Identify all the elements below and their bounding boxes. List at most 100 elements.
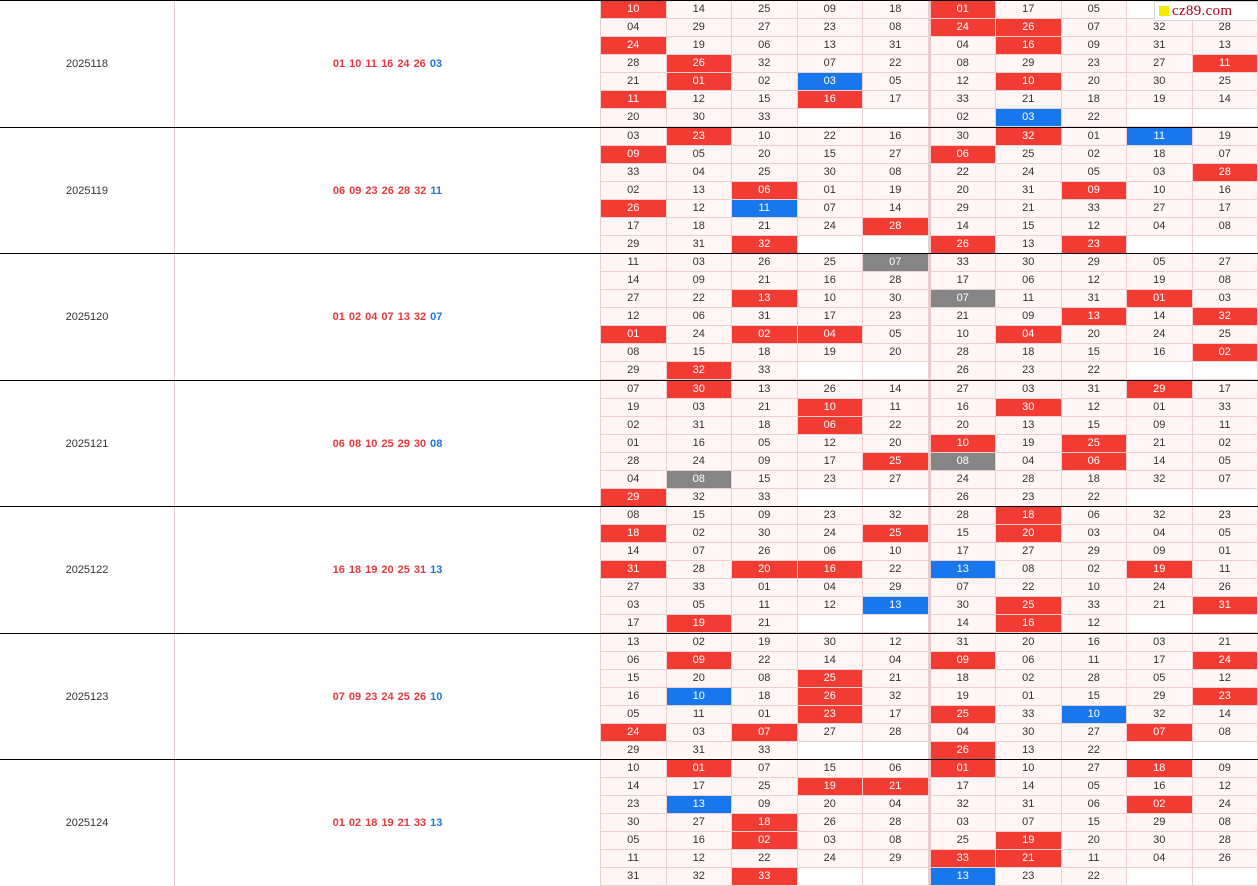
blue-ball-number: 08 [430,438,442,450]
grid-cell: 01 [732,579,798,597]
grid-cell: 08 [667,471,733,489]
grid-cell: 29 [1062,543,1128,561]
grid-cell: 26 [798,688,864,706]
red-ball-number: 25 [381,438,393,450]
grid-cell: 12 [863,634,929,652]
grid-cell: 31 [667,417,733,435]
grid-cell: 09 [1127,543,1193,561]
grid-cell: 13 [931,868,997,886]
grid-cell: 07 [1062,19,1128,37]
grid-cell: 32 [1127,507,1193,525]
grid-cell [863,236,929,254]
grid-cell [798,742,864,760]
grid-cell: 16 [667,832,733,850]
grid-cell: 17 [1127,652,1193,670]
red-ball-number: 20 [381,564,393,576]
grid-cell: 01 [732,706,798,724]
grid-cell: 27 [601,579,667,597]
grid-cell: 03 [601,597,667,615]
grid-cell: 26 [732,543,798,561]
grid-cell: 18 [732,344,798,362]
grid-cell: 26 [798,381,864,399]
grid-cell: 29 [1062,254,1128,272]
grid-cell [1193,489,1258,507]
grid-cell: 22 [667,290,733,308]
grid-cell: 25 [931,706,997,724]
grid-cell: 19 [601,399,667,417]
grid-cell: 32 [732,55,798,73]
grid-cell: 17 [667,778,733,796]
grid-cell: 08 [931,55,997,73]
grid-cell: 28 [863,814,929,832]
grid-cell: 28 [1193,832,1258,850]
grid-cell: 25 [798,670,864,688]
grid-cell: 31 [601,868,667,886]
issue-number: 2025124 [0,760,175,886]
grid-cell: 06 [1062,507,1128,525]
grid-cell: 05 [1193,525,1258,543]
grid-cell: 20 [931,182,997,200]
grid-cell: 24 [996,164,1062,182]
grid-cell: 27 [798,724,864,742]
grid-cell: 11 [1062,850,1128,868]
grid-cell: 28 [1193,19,1258,37]
grid-cell [863,742,929,760]
red-ball-number: 04 [365,311,377,323]
grid-cell: 15 [1062,814,1128,832]
grid-cell: 22 [798,128,864,146]
grid-cell: 10 [732,128,798,146]
grid-cell: 12 [667,850,733,868]
grid-cell: 33 [601,164,667,182]
grid-cell: 29 [1127,381,1193,399]
grid-cell: 16 [798,561,864,579]
grid-cell: 19 [996,435,1062,453]
grid-cell: 05 [863,73,929,91]
grid-cell: 18 [996,344,1062,362]
grid-cell: 26 [667,55,733,73]
grid-cell: 06 [1062,796,1128,814]
grid-cell: 09 [601,146,667,164]
red-ball-number: 23 [365,185,377,197]
red-ball-number: 16 [333,564,345,576]
grid-cell: 23 [1193,507,1258,525]
red-ball-number: 07 [381,311,393,323]
grid-cell: 12 [798,435,864,453]
grid-cell: 10 [1062,579,1128,597]
grid-cell: 07 [931,579,997,597]
grid-cell: 08 [931,453,997,471]
grid-cell: 21 [732,399,798,417]
grid-cell: 13 [863,597,929,615]
grid-cell: 26 [798,814,864,832]
grid-cell: 26 [931,236,997,254]
grid-cell: 26 [996,19,1062,37]
issue-number: 2025120 [0,254,175,380]
grid-cell: 29 [863,579,929,597]
site-watermark[interactable]: cz89.com [1154,1,1258,21]
grid-cell: 06 [732,182,798,200]
grid-cell: 08 [601,344,667,362]
red-ball-number: 24 [381,691,393,703]
grid-cell: 28 [1062,670,1128,688]
grid-cell: 18 [996,507,1062,525]
grid-cell: 25 [732,1,798,19]
grid-cell: 05 [601,832,667,850]
grid-cell: 29 [601,236,667,254]
grid-cell: 04 [601,471,667,489]
grid-cell: 12 [1193,778,1258,796]
grid-cell: 06 [863,760,929,778]
issue-number: 2025119 [0,128,175,254]
grid-cell: 26 [1193,579,1258,597]
grid-cell: 05 [667,146,733,164]
grid-cell: 30 [1127,832,1193,850]
grid-cell: 04 [863,796,929,814]
grid-cell [863,615,929,633]
grid-cell: 20 [996,525,1062,543]
grid-cell: 26 [601,200,667,218]
grid-cell: 30 [996,399,1062,417]
grid-cell: 03 [1062,525,1128,543]
grid-cell: 06 [931,146,997,164]
red-ball-number: 31 [414,564,426,576]
